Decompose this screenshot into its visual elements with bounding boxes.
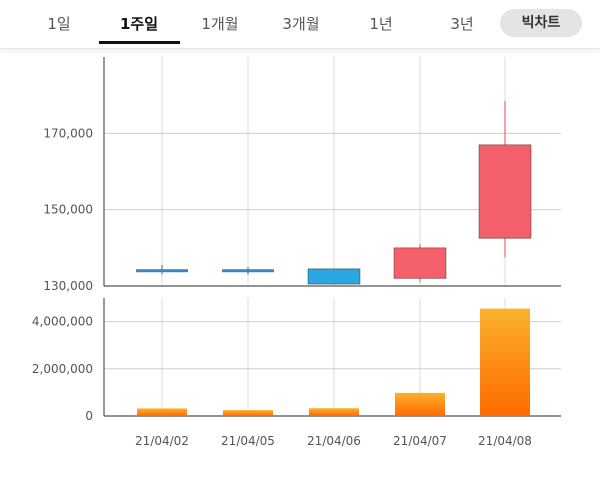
tab-1-day[interactable]: 1일 — [47, 15, 71, 33]
price-ytick-label: 130,000 — [43, 279, 93, 293]
volume-bar-3 — [395, 392, 445, 416]
volume-ytick-label: 0 — [85, 409, 93, 423]
price-ytick-label: 170,000 — [43, 126, 93, 140]
candle-body — [136, 269, 188, 273]
candle-4 — [478, 100, 532, 258]
volume-ytick-label: 2,000,000 — [32, 362, 93, 376]
tick-labels: 170,000 150,000 130,000 4,000,000 2,000,000 0… — [32, 126, 532, 448]
candle-body — [393, 247, 447, 279]
tab-3-year[interactable]: 3년 — [450, 15, 474, 33]
candle-1 — [222, 266, 274, 275]
x-tick-label: 21/04/06 — [307, 434, 361, 448]
x-tick-label: 21/04/02 — [135, 434, 189, 448]
candle-3 — [393, 244, 447, 283]
tab-3-month[interactable]: 3개월 — [282, 15, 320, 33]
big-chart-button[interactable]: 빅차트 — [500, 9, 582, 37]
price-ytick-label: 150,000 — [43, 203, 93, 217]
tab-1-week[interactable]: 1주일 — [119, 15, 159, 33]
tab-1-year[interactable]: 1년 — [369, 15, 393, 33]
candle-0 — [136, 265, 188, 275]
active-tab-underline — [99, 41, 180, 44]
volume-bar-1 — [223, 410, 273, 416]
period-tab-bar: 1일 1주일 1개월 3개월 1년 3년 빅차트 — [0, 0, 600, 49]
volume-bars — [137, 308, 530, 416]
x-tick-label: 21/04/07 — [393, 434, 447, 448]
volume-bar-4 — [480, 308, 530, 416]
candle-2 — [307, 268, 361, 285]
x-tick-label: 21/04/08 — [478, 434, 532, 448]
volume-ytick-label: 4,000,000 — [32, 315, 93, 329]
volume-bar-2 — [309, 408, 359, 416]
candle-body — [222, 269, 274, 273]
candle-body — [478, 144, 532, 239]
tab-1-month[interactable]: 1개월 — [201, 15, 239, 33]
candle-body — [307, 268, 361, 285]
price-candles — [136, 100, 532, 285]
volume-bar-0 — [137, 408, 187, 416]
x-tick-label: 21/04/05 — [221, 434, 275, 448]
